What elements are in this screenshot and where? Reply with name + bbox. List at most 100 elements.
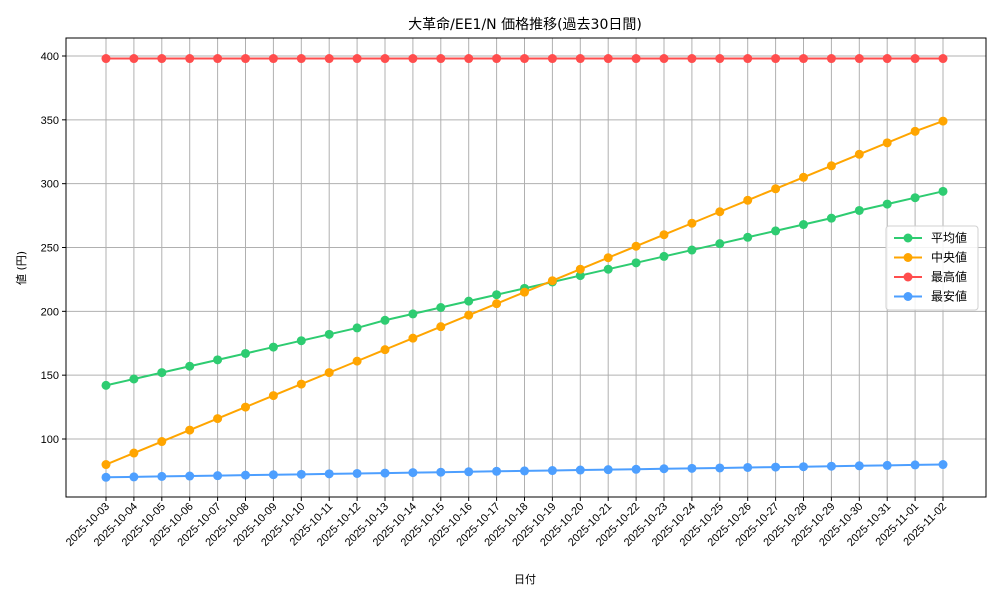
data-point: [826, 213, 836, 223]
y-tick-label: 100: [41, 434, 59, 446]
series-1: [101, 116, 948, 470]
data-point: [101, 380, 111, 390]
data-point: [882, 138, 892, 148]
data-point: [296, 54, 306, 64]
data-point: [408, 54, 418, 64]
data-point: [296, 469, 306, 479]
y-axis-label: 値 (円): [15, 251, 28, 285]
data-point: [101, 54, 111, 64]
data-point: [575, 271, 585, 281]
data-point: [408, 468, 418, 478]
data-point: [743, 54, 753, 64]
data-point: [436, 467, 446, 477]
data-point: [799, 172, 808, 182]
data-point: [324, 368, 334, 378]
data-point: [185, 471, 195, 481]
data-point: [715, 239, 725, 249]
data-point: [129, 374, 139, 384]
data-point: [743, 462, 753, 472]
legend-item: 最高値: [894, 269, 967, 284]
data-point: [352, 468, 362, 478]
data-point: [603, 54, 613, 64]
data-point: [213, 355, 223, 365]
data-point: [185, 361, 195, 371]
data-point: [268, 54, 278, 64]
data-point: [826, 461, 836, 471]
data-point: [910, 460, 920, 470]
series-2: [101, 54, 948, 64]
data-point: [715, 463, 725, 473]
data-point: [380, 468, 390, 478]
data-point: [547, 54, 557, 64]
data-point: [241, 348, 250, 358]
data-point: [659, 230, 669, 240]
data-point: [575, 264, 585, 274]
data-point: [910, 126, 920, 136]
data-point: [492, 54, 502, 64]
data-point: [771, 226, 781, 236]
y-tick-label: 300: [41, 179, 59, 191]
data-point: [882, 460, 892, 470]
legend-box: [885, 225, 979, 311]
data-point: [743, 232, 753, 242]
data-point: [464, 54, 474, 64]
data-point: [854, 205, 864, 215]
data-point: [352, 323, 362, 333]
data-point: [464, 296, 474, 306]
series-3: [101, 460, 948, 482]
data-point: [324, 54, 334, 64]
data-point: [436, 303, 446, 313]
data-point: [157, 437, 167, 447]
data-point: [771, 54, 781, 64]
data-point: [268, 342, 278, 352]
data-point: [520, 287, 529, 297]
data-point: [268, 470, 278, 480]
data-point: [213, 54, 223, 64]
data-point: [547, 466, 557, 476]
data-point: [938, 116, 948, 126]
data-point: [743, 195, 753, 205]
legend-swatch-marker: [903, 272, 913, 282]
legend-item: 平均値: [894, 230, 967, 245]
data-point: [687, 463, 697, 473]
data-point: [101, 460, 111, 470]
data-point: [659, 464, 669, 474]
data-point: [938, 186, 948, 196]
data-point: [771, 462, 781, 472]
chart-title: 大革命/EE1/N 価格推移(過去30日間): [408, 16, 642, 33]
data-point: [324, 329, 334, 339]
x-axis-ticks: 2025-10-032025-10-042025-10-052025-10-06…: [64, 497, 949, 549]
legend-item: 中央値: [894, 250, 967, 265]
data-point: [436, 54, 446, 64]
data-point: [687, 54, 697, 64]
data-point: [129, 448, 139, 458]
data-point: [603, 264, 613, 274]
data-point: [464, 467, 474, 477]
legend-item: 最安値: [894, 289, 967, 304]
data-point: [715, 207, 725, 217]
data-point: [938, 460, 948, 470]
y-tick-label: 400: [41, 51, 59, 63]
legend-swatch-marker: [903, 253, 913, 262]
data-point: [352, 356, 362, 366]
data-point: [826, 161, 836, 171]
data-point: [213, 471, 223, 481]
data-point: [492, 466, 502, 476]
data-point: [882, 54, 892, 64]
data-point: [826, 54, 836, 64]
data-point: [241, 470, 250, 480]
data-point: [157, 54, 167, 64]
data-point: [436, 322, 446, 332]
y-tick-label: 150: [41, 370, 59, 382]
data-point: [687, 218, 697, 228]
data-point: [520, 466, 529, 476]
data-point: [771, 184, 781, 194]
series-group: [101, 54, 948, 482]
data-point: [241, 402, 250, 412]
data-point: [352, 54, 362, 64]
data-point: [910, 54, 920, 64]
data-point: [129, 54, 139, 64]
data-point: [129, 472, 139, 482]
data-point: [854, 149, 864, 159]
